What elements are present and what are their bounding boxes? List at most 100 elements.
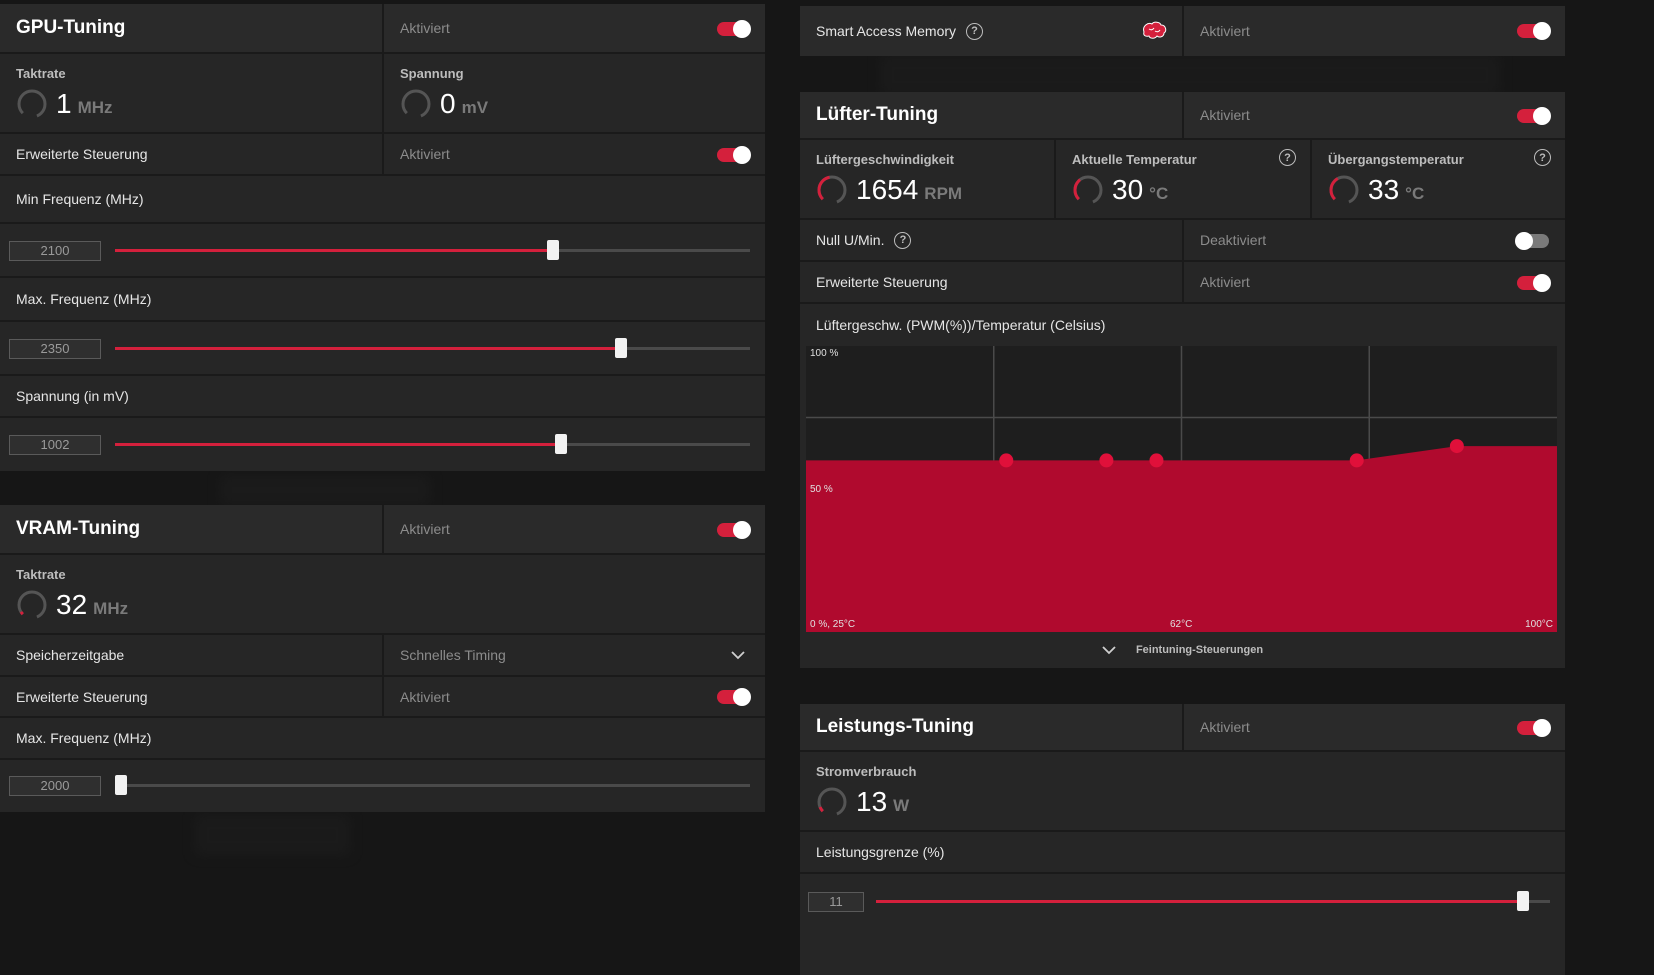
sam-toggle[interactable] bbox=[1517, 22, 1551, 40]
gpu-voltage-label: Spannung bbox=[400, 66, 464, 81]
gpu-metrics-row: Taktrate 1 MHz Spannung 0 mV bbox=[0, 54, 765, 134]
vram-max-freq-slider[interactable] bbox=[115, 775, 750, 795]
help-icon[interactable]: ? bbox=[966, 22, 984, 40]
gauge-icon bbox=[17, 590, 47, 620]
x-mid-label: 62°C bbox=[1170, 619, 1193, 630]
gauge-icon bbox=[401, 89, 431, 119]
gpu-advanced-toggle[interactable] bbox=[717, 146, 751, 164]
gpu-tuning-status: Aktiviert bbox=[400, 20, 450, 36]
fan-curve-point[interactable] bbox=[1349, 453, 1364, 468]
slider-thumb[interactable] bbox=[1517, 891, 1530, 911]
timing-dropdown[interactable]: Schnelles Timing bbox=[382, 635, 765, 675]
chevron-down-icon[interactable] bbox=[1102, 645, 1116, 655]
fan-advanced-status: Aktiviert bbox=[1200, 274, 1250, 290]
voltage-slider-label: Spannung (in mV) bbox=[16, 388, 129, 404]
y-mid-label: 50 % bbox=[810, 484, 833, 495]
max-freq-slider[interactable] bbox=[115, 338, 750, 358]
fan-tuning-status: Aktiviert bbox=[1200, 107, 1250, 123]
voltage-input[interactable]: 1002 bbox=[9, 435, 101, 455]
fan-curve-point[interactable] bbox=[1149, 453, 1164, 468]
help-icon[interactable]: ? bbox=[1279, 149, 1296, 166]
gpu-tuning-header: GPU-Tuning Aktiviert bbox=[0, 4, 765, 54]
sam-status: Aktiviert bbox=[1200, 23, 1250, 39]
fan-advanced-label: Erweiterte Steuerung bbox=[816, 274, 948, 290]
sam-label: Smart Access Memory bbox=[816, 23, 957, 39]
vram-metrics-row: Taktrate 32 MHz bbox=[0, 555, 765, 635]
vram-clock-value: 32 bbox=[56, 589, 88, 620]
vram-max-freq-label: Max. Frequenz (MHz) bbox=[16, 730, 152, 746]
fan-curve-point[interactable] bbox=[999, 453, 1014, 468]
slider-thumb[interactable] bbox=[555, 434, 568, 454]
gpu-tuning-toggle[interactable] bbox=[717, 20, 751, 38]
slider-thumb[interactable] bbox=[547, 240, 560, 260]
gpu-clock-value: 1 bbox=[56, 88, 72, 119]
fan-curve-svg[interactable] bbox=[806, 346, 1557, 632]
max-freq-slider-row: 2350 bbox=[0, 322, 765, 376]
power-limit-slider[interactable] bbox=[876, 891, 1550, 911]
slider-thumb[interactable] bbox=[115, 775, 128, 795]
power-limit-label: Leistungsgrenze (%) bbox=[816, 844, 945, 860]
gpu-voltage-value: 0 bbox=[440, 88, 456, 119]
voltage-slider-row: 1002 bbox=[0, 418, 765, 471]
voltage-slider[interactable] bbox=[115, 434, 750, 454]
power-value: 13 bbox=[856, 786, 888, 817]
power-tuning-header: Leistungs-Tuning Aktiviert bbox=[800, 704, 1565, 752]
power-limit-label-row: Leistungsgrenze (%) bbox=[800, 832, 1565, 874]
vram-advanced-toggle[interactable] bbox=[717, 688, 751, 706]
voltage-label-row: Spannung (in mV) bbox=[0, 376, 765, 418]
zero-rpm-status: Deaktiviert bbox=[1200, 232, 1267, 248]
vram-max-freq-label-row: Max. Frequenz (MHz) bbox=[0, 718, 765, 760]
vram-tuning-toggle[interactable] bbox=[717, 521, 751, 539]
help-icon[interactable]: ? bbox=[1534, 149, 1551, 166]
fan-advanced-toggle[interactable] bbox=[1517, 274, 1551, 292]
power-tuning-panel: Leistungs-Tuning Aktiviert Stromverbrauc… bbox=[800, 704, 1565, 975]
fine-tune-row[interactable]: Feintuning-Steuerungen bbox=[800, 632, 1565, 668]
timing-label: Speicherzeitgabe bbox=[16, 647, 125, 663]
junction-unit: °C bbox=[1405, 184, 1425, 203]
min-freq-label-row: Min Frequenz (MHz) bbox=[0, 176, 765, 224]
zero-rpm-toggle[interactable] bbox=[1515, 232, 1549, 250]
fine-tune-label[interactable]: Feintuning-Steuerungen bbox=[1135, 644, 1264, 656]
fan-curve-point[interactable] bbox=[1449, 439, 1464, 454]
slider-thumb[interactable] bbox=[615, 338, 628, 358]
max-freq-input[interactable]: 2350 bbox=[9, 339, 101, 359]
gpu-tuning-panel: GPU-Tuning Aktiviert Taktrate 1 MHz Span… bbox=[0, 4, 765, 471]
vram-advanced-row: Erweiterte Steuerung Aktiviert bbox=[0, 677, 765, 718]
fan-tuning-panel: Lüfter-Tuning Aktiviert Lüftergeschwindi… bbox=[800, 92, 1565, 668]
power-tuning-toggle[interactable] bbox=[1517, 719, 1551, 737]
chevron-down-icon[interactable] bbox=[731, 650, 745, 660]
vram-advanced-label: Erweiterte Steuerung bbox=[16, 688, 148, 705]
timing-row: Speicherzeitgabe Schnelles Timing bbox=[0, 635, 765, 677]
gauge-icon bbox=[817, 175, 847, 205]
fan-curve-chart[interactable]: 100 % 50 % 0 %, 25°C 62°C 100°C bbox=[806, 346, 1557, 632]
fan-speed-label: Lüftergeschwindigkeit bbox=[816, 152, 954, 167]
fan-advanced-row: Erweiterte Steuerung Aktiviert bbox=[800, 262, 1565, 304]
vram-tuning-status: Aktiviert bbox=[400, 521, 450, 537]
zero-rpm-row: Null U/Min. ? Deaktiviert bbox=[800, 220, 1565, 262]
x-right-label: 100°C bbox=[1525, 619, 1553, 630]
fan-tuning-title: Lüfter-Tuning bbox=[816, 104, 939, 125]
fan-curve-label-row: Lüftergeschw. (PWM(%))/Temperatur (Celsi… bbox=[800, 304, 1565, 346]
vram-max-freq-input[interactable]: 2000 bbox=[9, 776, 101, 796]
temp-unit: °C bbox=[1149, 184, 1169, 203]
x-left-label: 0 %, 25°C bbox=[810, 619, 856, 630]
min-freq-input[interactable]: 2100 bbox=[9, 241, 101, 261]
power-tuning-title: Leistungs-Tuning bbox=[816, 716, 974, 737]
fan-tuning-toggle[interactable] bbox=[1517, 107, 1551, 125]
min-freq-slider[interactable] bbox=[115, 240, 750, 260]
gpu-tuning-title: GPU-Tuning bbox=[16, 17, 126, 38]
temp-label: Aktuelle Temperatur bbox=[1072, 152, 1197, 167]
power-limit-input[interactable]: 11 bbox=[808, 892, 864, 912]
power-tuning-status: Aktiviert bbox=[1200, 719, 1250, 735]
power-label: Stromverbrauch bbox=[816, 764, 917, 779]
min-freq-slider-row: 2100 bbox=[0, 224, 765, 278]
gpu-advanced-row: Erweiterte Steuerung Aktiviert bbox=[0, 134, 765, 176]
fan-speed-value: 1654 bbox=[856, 174, 919, 205]
vram-tuning-header: VRAM-Tuning Aktiviert bbox=[0, 505, 765, 555]
max-freq-label-row: Max. Frequenz (MHz) bbox=[0, 278, 765, 322]
fan-tuning-header: Lüfter-Tuning Aktiviert bbox=[800, 92, 1565, 140]
fan-curve-point[interactable] bbox=[1099, 453, 1114, 468]
help-icon[interactable]: ? bbox=[894, 231, 912, 249]
gauge-icon bbox=[1329, 175, 1359, 205]
gpu-advanced-label: Erweiterte Steuerung bbox=[16, 146, 148, 162]
